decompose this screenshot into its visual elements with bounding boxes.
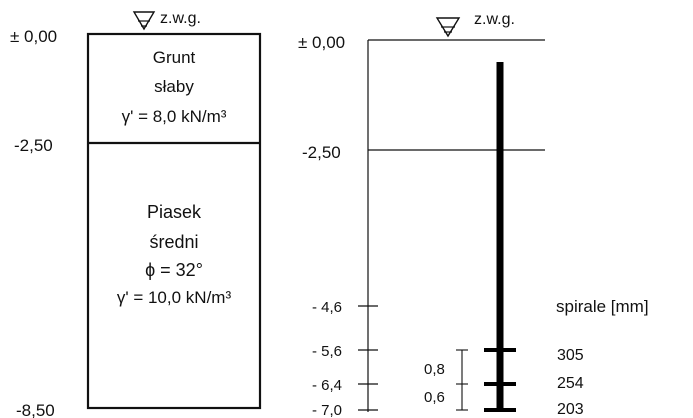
left-level-2: -8,50 — [16, 401, 55, 418]
spacing-label-1: 0,8 — [424, 361, 445, 378]
spiral-diameter-2: 254 — [557, 375, 584, 392]
left-soil-profile: z.w.g. ± 0,00 -2,50 -8,50 Grunt słaby γ'… — [10, 10, 262, 418]
spiral-diameter-1: 305 — [557, 347, 584, 364]
right-level-2: - 4,6 — [312, 299, 342, 316]
left-water-table-label: z.w.g. — [160, 10, 201, 27]
right-level-4: - 6,4 — [312, 377, 342, 394]
layer2-name-line2: średni — [149, 232, 198, 252]
left-water-table-icon — [132, 11, 156, 31]
spacing-dimension-lines — [456, 349, 468, 411]
right-level-1: -2,50 — [302, 143, 341, 162]
right-level-3: - 5,6 — [312, 343, 342, 360]
layer1-unit-weight: γ' = 8,0 kN/m³ — [122, 107, 227, 126]
spacing-label-2: 0,6 — [424, 389, 445, 406]
right-level-5: - 7,0 — [312, 402, 342, 418]
left-soil-column — [86, 32, 262, 410]
spiral-diameter-3: 203 — [557, 401, 584, 418]
layer1-name-line1: Grunt — [153, 48, 196, 67]
layer2-friction-angle: ϕ = 32° — [145, 260, 203, 280]
layer2-name-line1: Piasek — [147, 202, 202, 222]
right-water-table-label: z.w.g. — [474, 11, 515, 28]
layer2-unit-weight: γ' = 10,0 kN/m³ — [117, 288, 232, 307]
left-level-0: ± 0,00 — [10, 27, 57, 46]
layer1-name-line2: słaby — [154, 77, 194, 96]
right-level-0: ± 0,00 — [298, 33, 345, 52]
left-level-1: -2,50 — [14, 136, 53, 155]
right-anchor-profile: z.w.g. ± 0,00 -2,50 - 4,6 - 5,6 - 6,4 - … — [298, 11, 649, 418]
right-water-table-icon — [435, 17, 461, 38]
spirals-header: spirale [mm] — [556, 297, 649, 316]
